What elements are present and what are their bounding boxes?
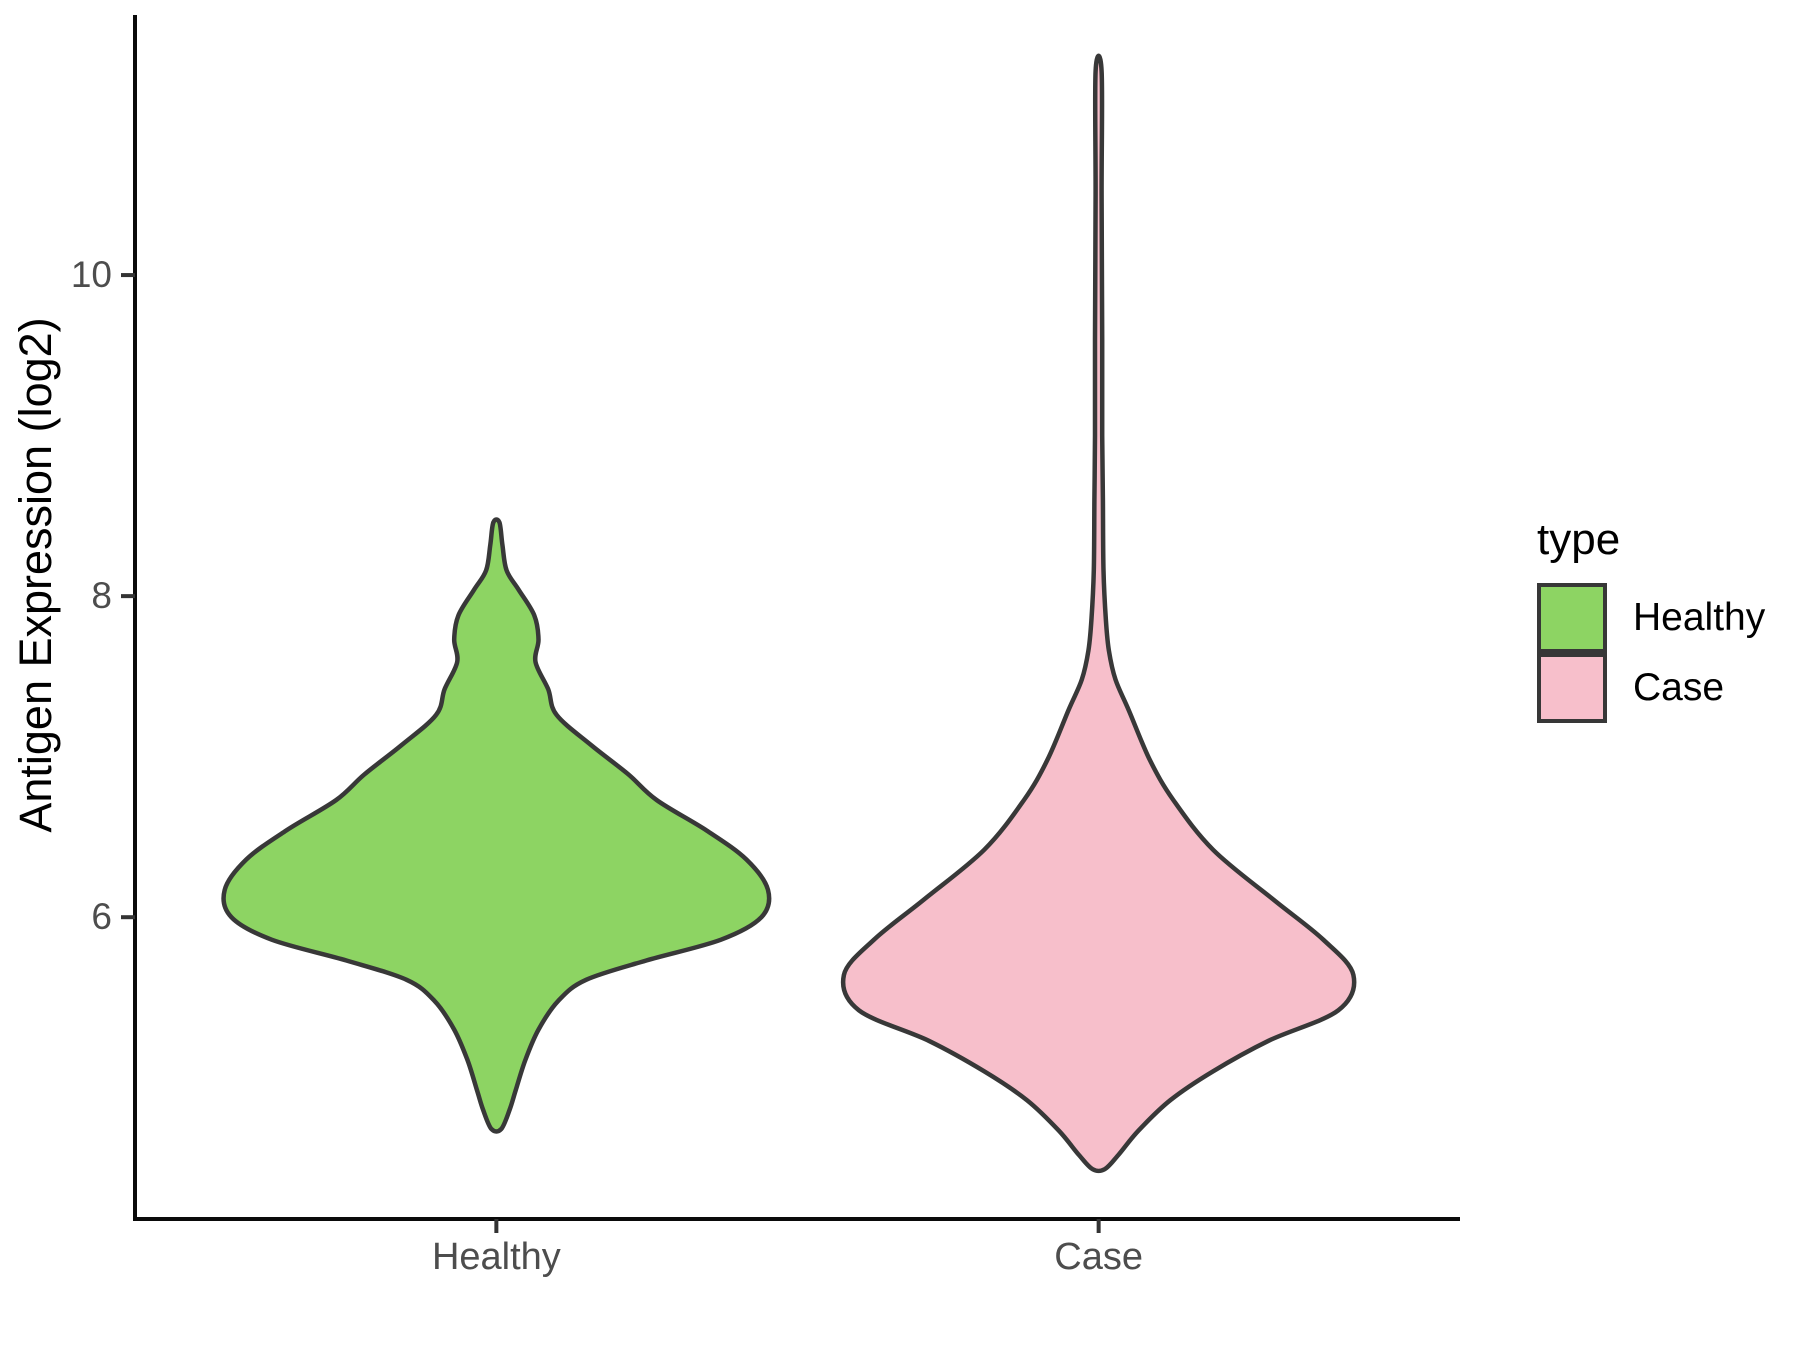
legend: type Healthy Case — [1537, 514, 1797, 723]
y-tick-label: 6 — [91, 896, 112, 938]
legend-title: type — [1537, 515, 1621, 564]
x-tick-label-healthy: Healthy — [431, 1236, 561, 1278]
x-tick-label-case: Case — [1054, 1236, 1143, 1278]
violin-case — [840, 53, 1357, 1174]
legend-entry-case: Case — [1537, 653, 1797, 723]
legend-label: Case — [1633, 666, 1725, 709]
legend-label: Healthy — [1633, 596, 1766, 639]
legend-entry-healthy: Healthy — [1537, 583, 1797, 653]
y-tick-label: 10 — [70, 254, 112, 296]
legend-entries: Healthy Case — [1537, 583, 1797, 723]
legend-key-healthy — [1537, 583, 1607, 653]
axis-lines — [133, 15, 1460, 1221]
legend-key-case — [1537, 653, 1607, 723]
y-tick-label: 8 — [91, 575, 112, 617]
violin-healthy — [221, 517, 772, 1134]
